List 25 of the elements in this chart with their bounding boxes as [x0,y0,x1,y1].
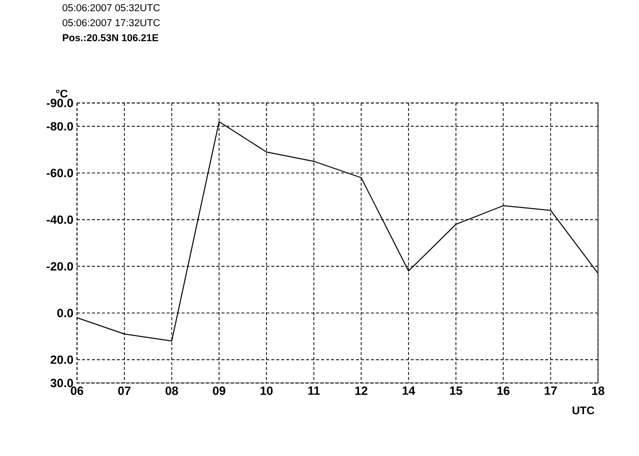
y-tick-label: 0.0 [57,308,73,318]
y-tick-label: -90.0 [46,98,73,108]
x-tick-label: 08 [166,386,178,395]
y-tick-label: -80.0 [46,122,73,131]
x-tick-label: 17 [544,386,557,395]
y-tick-label: 20.0 [50,355,73,364]
chart-subtitle: 05:06:2007 17:32UTC [62,19,160,26]
y-tick-label: -20.0 [46,262,73,271]
x-tick-label: 18 [592,386,604,395]
text: Pos.:20.53N 106.21E [62,34,158,42]
x-tick-label: 10 [260,386,273,395]
x-tick-label: 07 [118,386,130,395]
y-tick-label: 30.0 [50,378,73,388]
y-tick-label: -60.0 [46,168,73,178]
x-tick-label: 15 [450,386,462,395]
y-axis-title: °C [56,90,68,98]
x-tick-label: 09 [212,386,226,395]
x-tick-label: 16 [497,386,510,395]
x-tick-label: 06 [70,386,84,395]
y-tick-label: -40.0 [46,215,73,224]
x-tick-label: 12 [355,386,368,395]
x-axis-title: UTC [572,406,594,414]
chart-title: 05:06:2007 05:32UTC [62,4,160,12]
x-tick-label: 14 [402,386,416,395]
x-tick-label: 11 [308,386,320,395]
